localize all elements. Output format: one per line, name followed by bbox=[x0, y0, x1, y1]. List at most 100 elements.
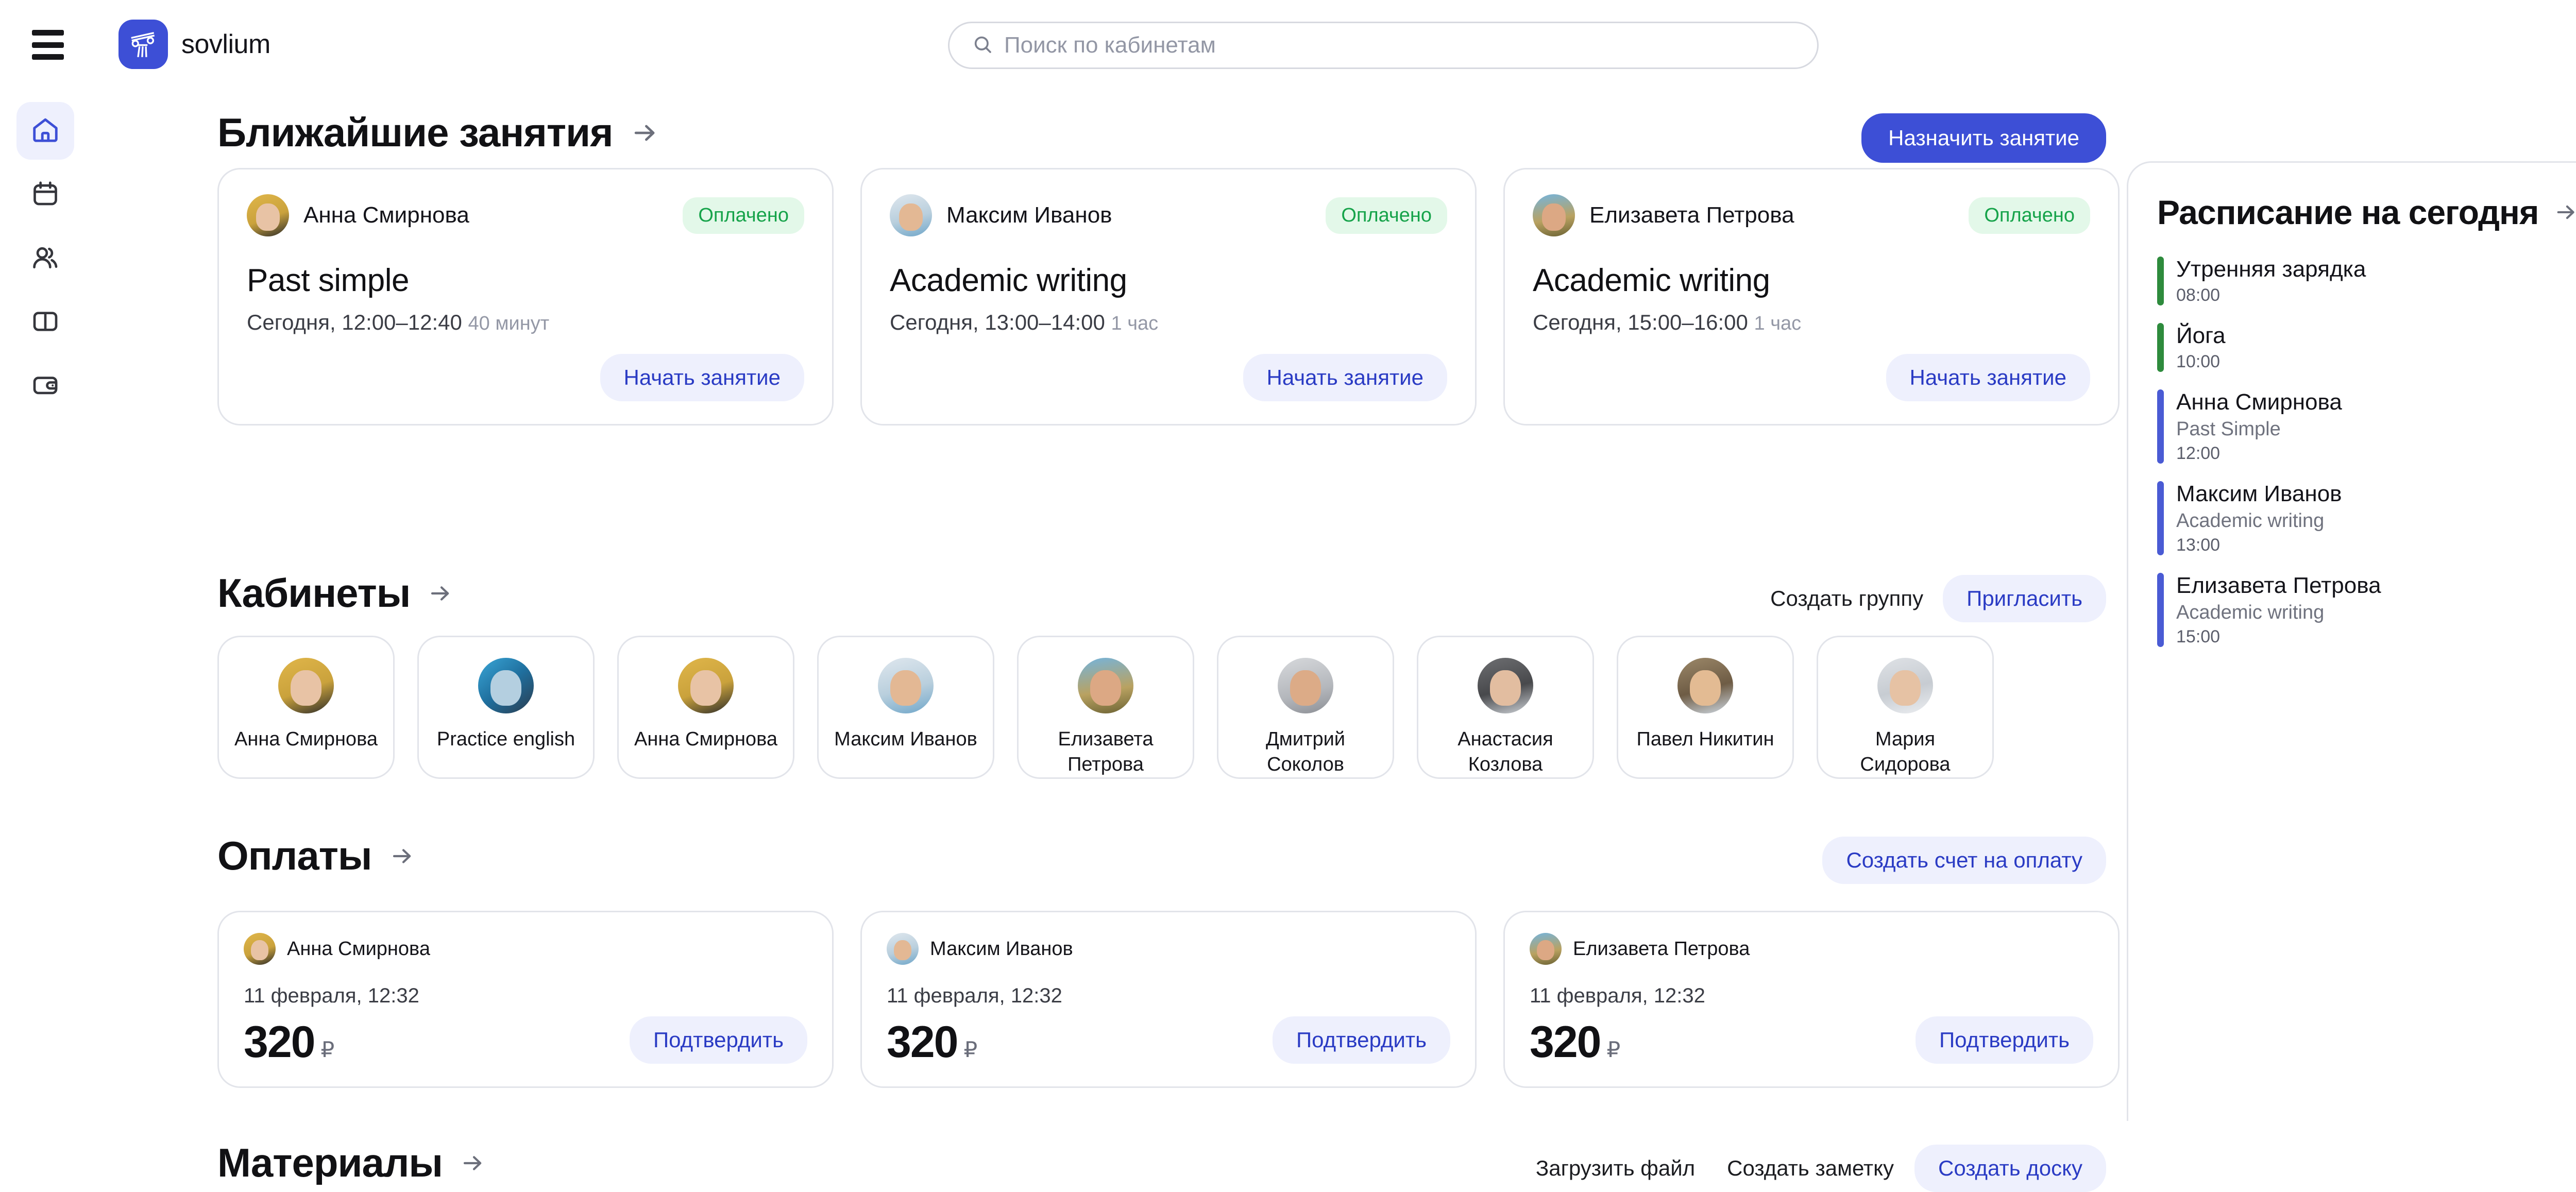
cabinet-name: Павел Никитин bbox=[1636, 728, 1774, 750]
column-logo-icon bbox=[118, 20, 168, 69]
cabinet-name: Мария Сидорова bbox=[1860, 728, 1951, 775]
users-icon bbox=[31, 243, 60, 275]
start-lesson-button[interactable]: Начать занятие bbox=[1886, 354, 2090, 401]
start-lesson-button[interactable]: Начать занятие bbox=[1243, 354, 1447, 401]
start-lesson-button[interactable]: Начать занятие bbox=[600, 354, 804, 401]
create-board-button[interactable]: Создать доску bbox=[1914, 1145, 2106, 1192]
assign-lesson-button[interactable]: Назначить занятие bbox=[1861, 113, 2106, 163]
lesson-student-name: Анна Смирнова bbox=[303, 202, 469, 228]
schedule-item[interactable]: Анна Смирнова Past Simple 12:00 bbox=[2157, 389, 2576, 464]
lesson-card[interactable]: Елизавета Петрова Оплачено Academic writ… bbox=[1503, 168, 2120, 425]
avatar bbox=[1530, 933, 1562, 965]
cabinet-name: Анна Смирнова bbox=[634, 728, 777, 750]
sidebar-item-calendar[interactable] bbox=[16, 166, 74, 224]
lesson-time-range: Сегодня, 15:00–16:00 bbox=[1533, 310, 1748, 334]
payment-amount: 320 ₽ bbox=[1530, 1017, 1620, 1068]
schedule-item-title: Йога bbox=[2176, 323, 2226, 348]
avatar bbox=[1533, 194, 1575, 236]
top-bar: sovlium bbox=[0, 0, 2576, 91]
schedule-item-time: 08:00 bbox=[2176, 285, 2221, 305]
payments-section-header: Оплаты bbox=[217, 832, 414, 879]
arrow-right-icon[interactable] bbox=[2554, 200, 2576, 224]
sidebar bbox=[0, 91, 91, 1121]
avatar bbox=[1078, 658, 1133, 713]
schedule-item-subtitle: Academic writing bbox=[2176, 510, 2325, 532]
schedule-item[interactable]: Елизавета Петрова Academic writing 15:00 bbox=[2157, 573, 2576, 647]
sidebar-item-students[interactable] bbox=[16, 230, 74, 287]
sidebar-item-home[interactable] bbox=[16, 102, 74, 160]
lesson-title: Academic writing bbox=[890, 263, 1127, 298]
payment-currency: ₽ bbox=[963, 1037, 978, 1062]
schedule-item[interactable]: Утренняя зарядка 08:00 bbox=[2157, 257, 2576, 305]
status-badge: Оплачено bbox=[1326, 197, 1447, 234]
avatar bbox=[478, 658, 534, 713]
lesson-time-range: Сегодня, 12:00–12:40 bbox=[247, 310, 462, 334]
lesson-student-name: Елизавета Петрова bbox=[1589, 202, 1794, 228]
cabinet-card[interactable]: Мария Сидорова bbox=[1817, 636, 1994, 779]
cabinet-card[interactable]: Practice english bbox=[417, 636, 595, 779]
schedule-color-bar bbox=[2157, 389, 2164, 464]
schedule-item[interactable]: Йога 10:00 bbox=[2157, 323, 2576, 372]
cabinet-card[interactable]: Анастасия Козлова bbox=[1417, 636, 1594, 779]
cabinet-card[interactable]: Максим Иванов bbox=[817, 636, 994, 779]
brand[interactable]: sovlium bbox=[118, 20, 270, 69]
cabinet-card[interactable]: Дмитрий Соколов bbox=[1217, 636, 1394, 779]
confirm-payment-button[interactable]: Подтвердить bbox=[1272, 1016, 1450, 1064]
confirm-payment-button[interactable]: Подтвердить bbox=[1915, 1016, 2093, 1064]
cabinet-name: Practice english bbox=[436, 728, 575, 750]
cabinet-card[interactable]: Анна Смирнова bbox=[217, 636, 395, 779]
arrow-right-icon[interactable] bbox=[389, 844, 414, 869]
lesson-student: Елизавета Петрова bbox=[1533, 194, 1794, 236]
sidebar-item-library[interactable] bbox=[16, 294, 74, 351]
payment-card[interactable]: Елизавета Петрова 11 февраля, 12:32 320 … bbox=[1503, 911, 2120, 1088]
payment-card[interactable]: Максим Иванов 11 февраля, 12:32 320 ₽ По… bbox=[860, 911, 1477, 1088]
schedule-panel-header: Расписание на сегодня bbox=[2157, 193, 2576, 232]
payment-amount: 320 ₽ bbox=[887, 1017, 977, 1068]
avatar bbox=[244, 933, 276, 965]
lesson-student-name: Максим Иванов bbox=[946, 202, 1112, 228]
status-badge: Оплачено bbox=[683, 197, 804, 234]
search-bar[interactable] bbox=[948, 22, 1819, 69]
cabinet-card[interactable]: Павел Никитин bbox=[1617, 636, 1794, 779]
create-invoice-button[interactable]: Создать счет на оплату bbox=[1822, 837, 2106, 884]
avatar bbox=[887, 933, 919, 965]
payment-student: Анна Смирнова bbox=[244, 933, 807, 965]
payment-date: 11 февраля, 12:32 bbox=[244, 984, 419, 1007]
lesson-time: Сегодня, 15:00–16:00 1 час bbox=[1533, 310, 2090, 335]
lesson-duration: 40 минут bbox=[468, 313, 550, 334]
cabinet-card[interactable]: Анна Смирнова bbox=[617, 636, 794, 779]
schedule-color-bar bbox=[2157, 573, 2164, 647]
arrow-right-icon[interactable] bbox=[428, 581, 452, 606]
hamburger-menu-icon[interactable] bbox=[32, 30, 64, 60]
lesson-card[interactable]: Максим Иванов Оплачено Academic writing … bbox=[860, 168, 1477, 425]
schedule-color-bar bbox=[2157, 323, 2164, 372]
cabinet-name: Анна Смирнова bbox=[234, 728, 378, 750]
schedule-color-bar bbox=[2157, 481, 2164, 555]
lesson-card[interactable]: Анна Смирнова Оплачено Past simple Сегод… bbox=[217, 168, 834, 425]
lesson-time-range: Сегодня, 13:00–14:00 bbox=[890, 310, 1105, 334]
create-group-button[interactable]: Создать группу bbox=[1759, 577, 1935, 620]
payment-date: 11 февраля, 12:32 bbox=[1530, 984, 1705, 1007]
lesson-time: Сегодня, 12:00–12:40 40 минут bbox=[247, 310, 804, 335]
schedule-item-title: Елизавета Петрова bbox=[2176, 573, 2381, 598]
confirm-payment-button[interactable]: Подтвердить bbox=[629, 1016, 807, 1064]
sidebar-item-finance[interactable] bbox=[16, 357, 74, 415]
arrow-right-icon[interactable] bbox=[631, 119, 658, 147]
avatar bbox=[1677, 658, 1733, 713]
payment-card[interactable]: Анна Смирнова 11 февраля, 12:32 320 ₽ По… bbox=[217, 911, 834, 1088]
upload-file-button[interactable]: Загрузить файл bbox=[1524, 1147, 1706, 1190]
create-note-button[interactable]: Создать заметку bbox=[1716, 1147, 1905, 1190]
payments-actions: Создать счет на оплату bbox=[1822, 837, 2106, 884]
schedule-item-subtitle: Past Simple bbox=[2176, 418, 2281, 440]
schedule-item[interactable]: Максим Иванов Academic writing 13:00 bbox=[2157, 481, 2576, 555]
payment-currency: ₽ bbox=[320, 1037, 335, 1062]
arrow-right-icon[interactable] bbox=[460, 1151, 485, 1176]
payment-student: Елизавета Петрова bbox=[1530, 933, 2093, 965]
search-input[interactable] bbox=[1004, 32, 1751, 58]
cabinet-card[interactable]: Елизавета Петрова bbox=[1017, 636, 1194, 779]
payments-title: Оплаты bbox=[217, 833, 372, 878]
schedule-item-subtitle: Academic writing bbox=[2176, 602, 2325, 623]
invite-button[interactable]: Пригласить bbox=[1943, 575, 2106, 622]
avatar bbox=[678, 658, 734, 713]
lesson-student: Максим Иванов bbox=[890, 194, 1112, 236]
